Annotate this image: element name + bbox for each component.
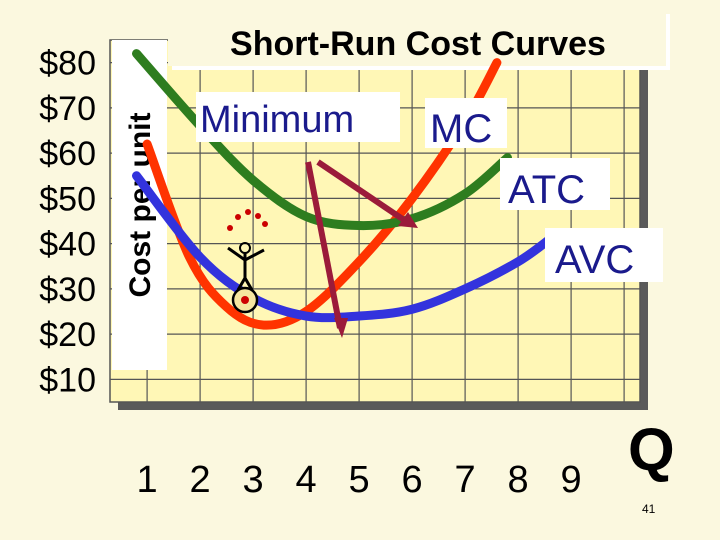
y-tick-label: $60 — [39, 135, 96, 173]
x-tick-label: 1 — [137, 459, 158, 501]
x-tick-label: 7 — [455, 459, 476, 501]
x-tick-label: 3 — [243, 459, 264, 501]
title-box — [168, 10, 666, 66]
x-tick-label: 9 — [561, 459, 582, 501]
minimum-label-box — [196, 92, 400, 142]
y-axis-label: Cost per unit — [124, 112, 157, 297]
avc-label-box — [545, 228, 663, 282]
y-tick-label: $40 — [39, 226, 96, 264]
y-tick-label: $70 — [39, 90, 96, 128]
y-tick-label: $20 — [39, 316, 96, 354]
series-label-mc: MC — [430, 107, 492, 151]
y-tick-label: $50 — [39, 180, 96, 218]
slide-number: 41 — [642, 502, 656, 516]
x-tick-label: 6 — [402, 459, 423, 501]
mc-label-box — [425, 98, 507, 148]
x-tick-label: 4 — [296, 459, 317, 501]
y-tick-labels: $80 $70 $60 $50 $40 $30 $20 $10 — [39, 45, 96, 400]
series-line-avc — [132, 171, 555, 323]
x-tick-label: 8 — [508, 459, 529, 501]
x-tick-label: 2 — [190, 459, 211, 501]
series-label-avc: AVC — [555, 238, 634, 282]
y-tick-label: $80 — [39, 45, 96, 83]
mc-minimum-arrowhead — [334, 318, 348, 338]
y-tick-label: $30 — [39, 271, 96, 309]
chart-title: Short-Run Cost Curves — [230, 25, 606, 63]
juggler-unicycle-icon — [227, 209, 268, 314]
minimum-annotation: Minimum — [200, 99, 354, 141]
atc-minimum-arrowhead — [398, 212, 418, 228]
x-axis-label: Q — [628, 416, 675, 483]
y-tick-label: $10 — [39, 361, 96, 399]
atc-label-box — [500, 158, 610, 210]
series-label-atc: ATC — [508, 168, 585, 212]
atc-minimum-arrow — [316, 159, 412, 227]
mc-minimum-arrow — [305, 161, 343, 329]
x-tick-label: 5 — [349, 459, 370, 501]
